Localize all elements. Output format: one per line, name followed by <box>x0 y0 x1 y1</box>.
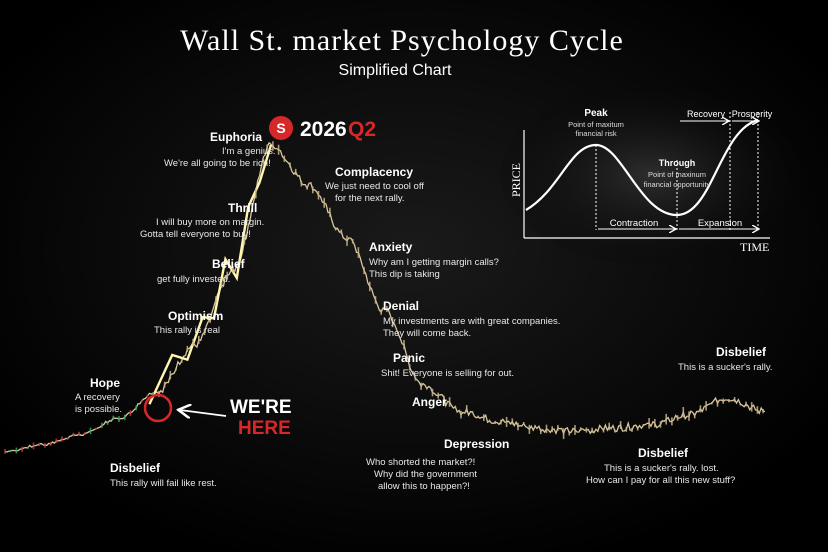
inset-ylabel: PRICE <box>509 163 523 197</box>
inset-trough-label: Through <box>659 158 696 168</box>
inset-peak-note: Point of maxitum <box>568 120 624 129</box>
inset-phase-prosperity: Prosperity <box>732 109 773 119</box>
stage-quote-hope: A recovery <box>75 392 120 403</box>
rally-highlight-line <box>148 144 273 405</box>
stage-quote-optimism: This rally is real <box>154 325 220 336</box>
inset-phase-contraction: Contraction <box>610 218 659 229</box>
badge-quarter: Q2 <box>348 118 376 141</box>
business-cycle-inset: PRICE TIME Peak Point of maxitum financi… <box>500 85 800 265</box>
stage-quote-denial: My investments are with great companies. <box>383 316 560 327</box>
chart-subtitle: Simplified Chart <box>339 62 452 79</box>
stage-label-euphoria: Euphoria <box>210 130 262 144</box>
current-position-marker: WE'RE HERE <box>143 393 292 439</box>
stage-quote-thrill: I will buy more on margin. <box>156 217 264 228</box>
stage-label-belief: Belief <box>212 257 246 271</box>
stage-label-disbelief-end: Disbelief <box>716 345 767 359</box>
stage-quote-complacency: for the next rally. <box>335 193 405 204</box>
stage-label-optimism: Optimism <box>168 309 223 323</box>
stage-label-depression: Depression <box>444 437 509 451</box>
stage-quote-depression: Why did the government <box>374 469 477 480</box>
inset-trough-note: Point of maxinum <box>648 170 706 179</box>
stage-label-denial: Denial <box>383 299 419 313</box>
stage-quote-disbelief-start: This rally will fail like rest. <box>110 478 217 489</box>
stage-quote-disbelief-trough: This is a sucker's rally. lost. <box>604 463 719 474</box>
price-candles <box>4 141 764 454</box>
arrow-icon <box>180 410 227 416</box>
stage-label-complacency: Complacency <box>335 165 413 179</box>
chart-title: Wall St. market Psychology Cycle <box>180 24 624 57</box>
s-logo-letter: S <box>276 120 285 136</box>
stage-label-hope: Hope <box>90 376 120 390</box>
stage-quote-euphoria: I'm a genius. <box>222 146 276 157</box>
stage-quote-complacency: We just need to cool off <box>325 181 424 192</box>
inset-cycle-curve <box>525 118 759 217</box>
stage-quote-panic: Shit! Everyone is selling for out. <box>381 368 514 379</box>
marker-text-line2: HERE <box>238 418 291 439</box>
stage-labels: Disbelief This rally will fail like rest.… <box>75 130 773 492</box>
inset-peak-note: financial risk <box>575 129 617 138</box>
stage-quote-disbelief-end: This is a sucker's rally. <box>678 362 773 373</box>
stage-quote-depression: Who shorted the market?! <box>366 457 475 468</box>
inset-xlabel: TIME <box>740 240 769 254</box>
stage-label-disbelief-start: Disbelief <box>110 461 161 475</box>
stage-label-anxiety: Anxiety <box>369 240 413 254</box>
stage-quote-denial: They will come back. <box>383 328 471 339</box>
inset-trough-note: financial opportunity <box>644 180 711 189</box>
current-position-circle <box>143 393 173 423</box>
stage-quote-thrill: Gotta tell everyone to buy! <box>140 229 251 240</box>
stage-quote-depression: allow this to happen?! <box>378 481 470 492</box>
stage-quote-disbelief-trough: How can I pay for all this new stuff? <box>586 475 735 486</box>
inset-peak-label: Peak <box>584 108 608 119</box>
stage-label-panic: Panic <box>393 351 425 365</box>
inset-phase-expansion: Expansion <box>698 218 742 229</box>
stage-quote-anxiety: Why am I getting margin calls? <box>369 257 499 268</box>
stage-label-anger: Anger <box>412 395 447 409</box>
stage-label-thrill: Thrill <box>228 201 257 215</box>
badge-year: 2026 <box>300 118 347 141</box>
stage-quote-euphoria: We're all going to be rich! <box>164 158 271 169</box>
stage-label-disbelief-trough: Disbelief <box>638 446 689 460</box>
inset-phase-recovery: Recovery <box>687 109 726 119</box>
stage-quote-belief: get fully invested. <box>157 274 230 285</box>
s-logo-icon <box>269 116 293 140</box>
marker-text-line1: WE'RE <box>230 397 292 418</box>
year-badge: S 2026 Q2 <box>269 116 376 141</box>
stage-quote-anxiety: This dip is taking <box>369 269 440 280</box>
stage-quote-hope: is possible. <box>75 404 122 415</box>
